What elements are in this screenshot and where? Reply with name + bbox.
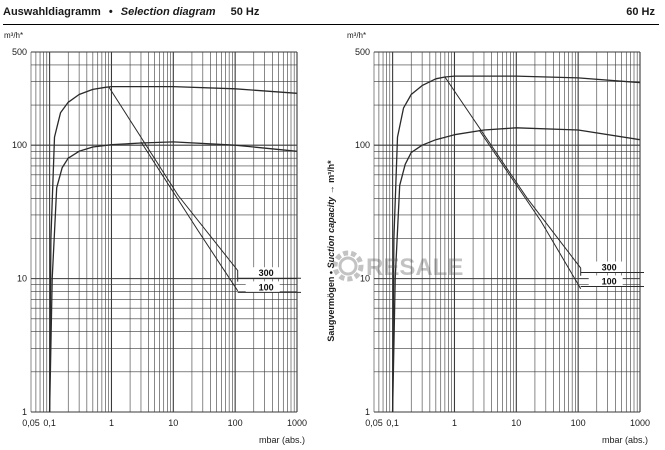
header-left: Auswahldiagramm • Selection diagram 50 H… [3, 6, 259, 18]
y-tick-label: 100 [355, 140, 370, 150]
series-line-100 [391, 127, 641, 413]
series-line-100 [48, 141, 298, 413]
watermark: RESALE [332, 250, 463, 282]
selection-line [140, 141, 239, 292]
x-tick-label: 0,1 [386, 418, 399, 428]
x-tick-label: 1000 [287, 418, 307, 428]
y-tick-label: 10 [17, 274, 27, 284]
label-backdrop [245, 267, 280, 279]
y-axis-unit-label: m³/h* [4, 31, 23, 40]
y-tick-label: 500 [12, 47, 27, 57]
x-tick-label: 100 [228, 418, 243, 428]
x-tick-label: 10 [511, 418, 521, 428]
y-label-arrow: → [326, 185, 336, 195]
x-tick-label: 100 [571, 418, 586, 428]
y-tick-label: 10 [360, 274, 370, 284]
x-tick-label: 0,1 [43, 418, 56, 428]
gear-icon [332, 250, 364, 282]
y-tick-label: 1 [365, 407, 370, 417]
y-label-unit: m³/h* [326, 160, 336, 183]
x-tick-label: 1 [109, 418, 114, 428]
label-backdrop [245, 281, 280, 293]
watermark-text: RESALE [366, 254, 463, 281]
title-de: Auswahldiagramm [3, 6, 101, 18]
selection-line [444, 76, 582, 276]
selection-line [478, 129, 582, 289]
y-label-de: Saugvermögen [326, 276, 336, 342]
curve-label-100: 100 [602, 276, 617, 286]
series-line-300 [391, 75, 641, 413]
freq-60hz: 60 Hz [626, 6, 655, 18]
label-backdrop [588, 261, 623, 273]
curve-label-300: 300 [602, 263, 617, 273]
x-tick-label: 10 [168, 418, 178, 428]
x-tick-label: 1 [452, 418, 457, 428]
x-axis-label: mbar (abs.) [259, 435, 305, 445]
curve-label-100: 100 [259, 282, 274, 292]
y-tick-label: 1 [22, 407, 27, 417]
curve-label-300: 300 [259, 268, 274, 278]
header-rule [3, 24, 659, 25]
title-en: Selection diagram [120, 6, 216, 18]
selection-line [108, 86, 239, 282]
x-axis-label: mbar (abs.) [602, 435, 648, 445]
series-line-300 [48, 85, 298, 413]
freq-50hz: 50 Hz [230, 6, 260, 18]
x-tick-label: 0,05 [22, 418, 40, 428]
chart-panel-2: 0,05 0,1 1 10 100 1000 1 10 100 500 m³/h* mbar (abs… [347, 31, 650, 445]
y-axis-unit-label: m³/h* [347, 31, 366, 40]
x-tick-label: 0,05 [365, 418, 383, 428]
y-tick-label: 100 [12, 140, 27, 150]
y-tick-label: 500 [355, 47, 370, 57]
label-backdrop [588, 275, 623, 287]
chart-panel-1: 0,05 0,1 1 10 100 1000 1 10 100 500 m³/h* mbar (abs… [4, 31, 307, 445]
title-bullet: • [108, 6, 113, 18]
x-tick-label: 1000 [630, 418, 650, 428]
